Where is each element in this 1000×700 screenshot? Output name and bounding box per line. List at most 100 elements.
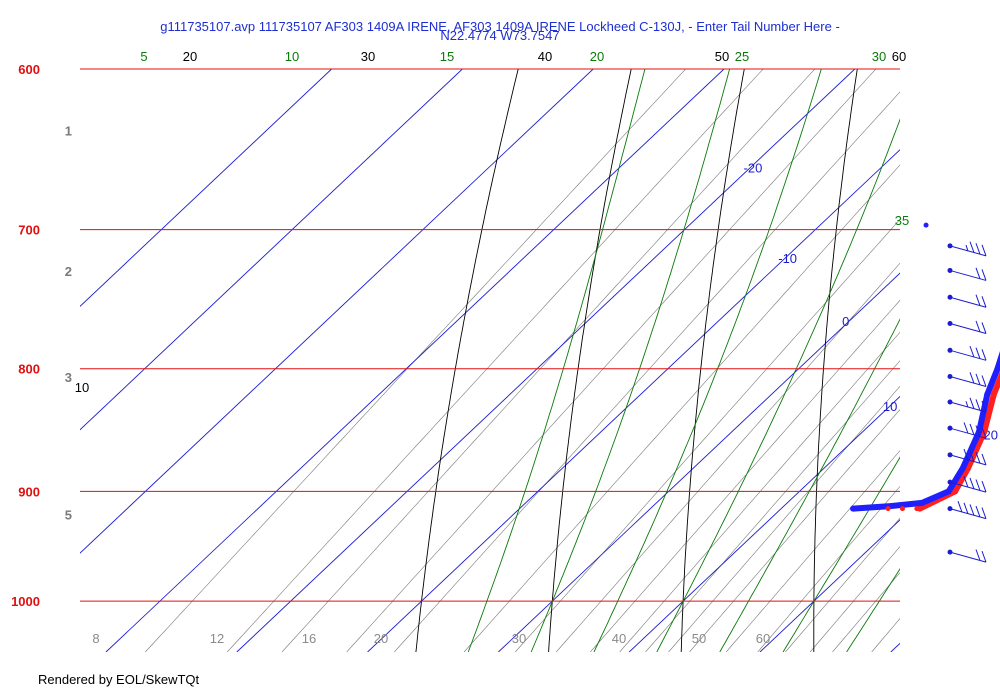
wind-barb-feather — [975, 347, 981, 359]
mixing-ratio-line — [226, 69, 764, 652]
dewpoint-profile — [850, 350, 1000, 512]
moist-adiabat-line — [593, 69, 822, 652]
mixing-ratio-label: 40 — [612, 631, 626, 646]
moist-adiabat-line — [719, 318, 900, 652]
dry-adiabat-label: 30 — [361, 49, 375, 64]
temperature-surface-point — [885, 506, 891, 512]
wind-barb — [947, 320, 987, 334]
mixing-ratio-line — [871, 618, 900, 652]
mixing-ratio-label: 20 — [374, 631, 388, 646]
wind-barb-feather — [969, 450, 975, 462]
wind-barb-feather — [981, 453, 987, 466]
dry-adiabat-label: 50 — [715, 49, 729, 64]
dry-adiabat-line — [548, 69, 632, 652]
wind-barb-staff — [949, 349, 987, 361]
pressure-label: 900 — [18, 484, 40, 499]
pressure-label: 800 — [18, 362, 40, 377]
mixing-ratio-line — [832, 572, 900, 652]
moist-adiabat-line — [530, 69, 731, 652]
moist-adiabat-line — [911, 69, 1000, 652]
isotherm-line — [80, 69, 463, 431]
wind-barb — [947, 294, 987, 308]
dewpoint-profile-point — [994, 365, 1000, 372]
wind-barb-feather — [981, 427, 987, 439]
mixing-ratio-line — [555, 262, 900, 652]
chart-title: g111735107.avp 111735107 AF303 1409A IRE… — [160, 19, 840, 34]
moist-adiabat-line — [467, 69, 646, 652]
wind-barb-feather — [981, 400, 987, 413]
mixing-ratio-label: 12 — [210, 631, 224, 646]
dry-adiabat-line — [415, 69, 519, 652]
wind-barb-feather — [975, 399, 981, 411]
wind-barb-staff — [949, 269, 987, 281]
wind-barb-feather — [975, 505, 981, 518]
mixing-ratio-line — [809, 546, 900, 652]
wind-barb — [947, 448, 987, 466]
wind-barb-feather — [957, 501, 963, 513]
wind-barb-feather — [981, 349, 987, 361]
wind-barb-feather — [975, 294, 981, 306]
wind-barb-feather — [975, 373, 981, 386]
chart-location: N22.4774 W73.7547 — [440, 28, 560, 43]
mixing-ratio-line — [961, 69, 1000, 652]
moist-adiabat-label: 35 — [895, 213, 909, 228]
wind-barb-feather — [981, 322, 987, 334]
wind-barb-feather — [981, 296, 987, 308]
wind-barb — [947, 422, 987, 439]
pressure-label: 600 — [18, 62, 40, 77]
moist-adiabat-line — [846, 568, 900, 652]
dry-adiabat-line — [943, 69, 970, 652]
dewpoint-outlier-point — [923, 222, 929, 228]
wind-barb-feather — [963, 502, 969, 514]
moist-adiabat-line — [782, 456, 900, 652]
moist-adiabat-line — [975, 69, 1000, 652]
mixing-ratio-line — [145, 69, 686, 652]
wind-barb — [947, 397, 987, 413]
wind-barb-staff — [949, 376, 987, 387]
wind-barb-feather — [969, 504, 975, 516]
temperature-profile-point — [952, 488, 959, 495]
mixing-ratio-line — [463, 164, 900, 652]
isotherm-line — [80, 69, 594, 554]
height-label: 5 — [65, 507, 72, 522]
mixing-ratio-line — [935, 69, 1000, 652]
mixing-ratio-line — [394, 91, 900, 652]
wind-barb-feather — [981, 507, 987, 519]
wind-barb-feather — [963, 422, 969, 434]
dry-adiabat-label: 20 — [183, 49, 197, 64]
moist-adiabat-label: 10 — [285, 49, 299, 64]
moist-adiabat-label: 15 — [440, 49, 454, 64]
dry-adiabat-label: 40 — [538, 49, 552, 64]
wind-barb-feather — [969, 372, 975, 384]
isotherm-line — [759, 519, 900, 652]
dewpoint-profile-point — [984, 391, 991, 398]
wind-barb-staff — [949, 296, 987, 308]
dry-adiabat-line — [813, 69, 858, 652]
mixing-ratio-line — [619, 331, 900, 652]
mixing-ratio-label: 16 — [302, 631, 316, 646]
moist-adiabat-line — [656, 118, 900, 652]
pressure-label: 1000 — [11, 594, 40, 609]
mixing-ratio-line — [725, 450, 900, 652]
mixing-ratio-line — [645, 360, 900, 652]
wind-barb — [947, 549, 987, 563]
wind-barb-feather — [981, 269, 987, 281]
mixing-ratio-line — [515, 218, 900, 652]
temperature-profile — [916, 370, 1000, 512]
wind-barb-feather — [963, 448, 969, 461]
mixing-ratio-label: 50 — [692, 631, 706, 646]
isotherm-label: -20 — [744, 160, 763, 175]
dry-adiabat-label: 10 — [75, 380, 89, 395]
isotherm-line — [498, 272, 900, 652]
mixing-ratio-line — [785, 517, 900, 652]
dewpoint-profile-point — [959, 464, 966, 471]
wind-barb-half — [965, 401, 969, 408]
wind-barb — [947, 476, 987, 493]
isotherm-line — [367, 149, 900, 652]
plot-grid — [80, 69, 1000, 652]
dewpoint-profile-point — [918, 499, 925, 506]
moist-adiabat-label: 25 — [735, 49, 749, 64]
moist-adiabat-label: 30 — [872, 49, 886, 64]
wind-barb-feather — [969, 397, 975, 409]
temperature-profile-point — [990, 391, 997, 398]
